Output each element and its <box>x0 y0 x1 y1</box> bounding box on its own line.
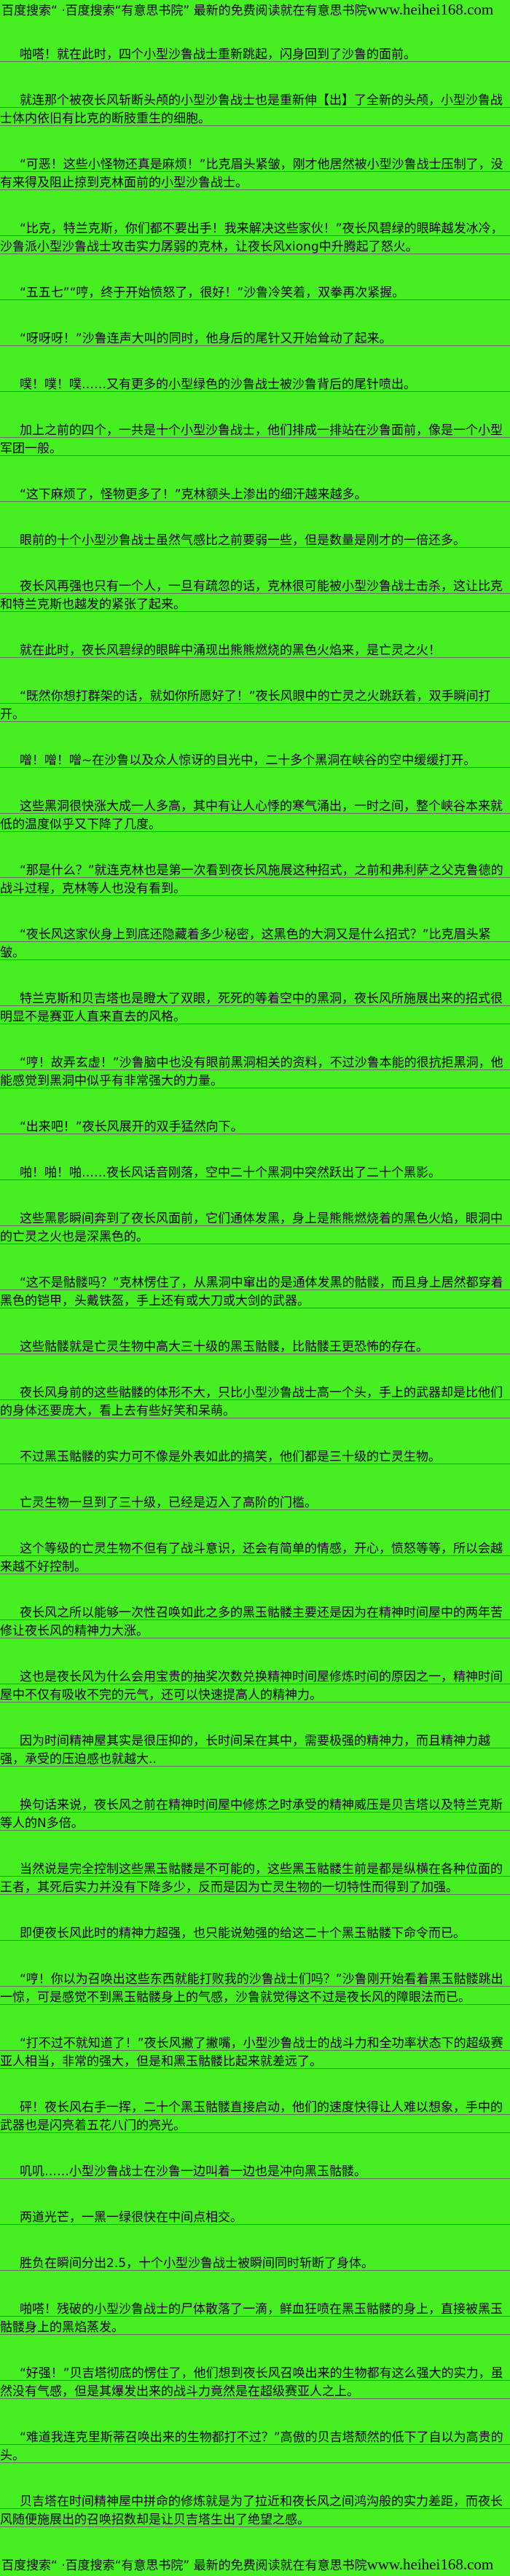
novel-paragraph: 这些骷髅就是亡灵生物中高大三十级的黑玉骷髅，比骷髅王更恐怖的存在。 <box>0 1338 510 1356</box>
novel-paragraph: 就在此时，夜长风碧绿的眼眸中涌现出熊熊燃烧的黑色火焰来，是亡灵之火！ <box>0 642 510 660</box>
novel-paragraph: 啪嗒！就在此时，四个小型沙鲁战士重新跳起，闪身回到了沙鲁的面前。 <box>0 46 510 64</box>
novel-paragraph: “难道我连克里斯蒂召唤出来的生物都打不过？”高傲的贝吉塔颓然的低下了自以为高贵的… <box>0 2429 510 2465</box>
novel-paragraph: “夜长风这家伙身上到底还隐藏着多少秘密，这黑色的大洞又是什么招式？”比克眉头紧皱… <box>0 926 510 962</box>
novel-paragraph: 胜负在瞬间分出2.5，十个小型沙鲁战士被瞬间同时斩断了身体。 <box>0 2255 510 2273</box>
novel-paragraph: “比克，特兰克斯，你们都不要出手！我来解决这些家伙！”夜长风碧绿的眼眸越发冰冷，… <box>0 220 510 256</box>
novel-paragraph: 眼前的十个小型沙鲁战士虽然气感比之前要弱一些，但是数量是刚才的一倍还多。 <box>0 532 510 550</box>
novel-paragraph: 夜长风身前的这些骷髅的体形不大，只比小型沙鲁战士高一个头，手上的武器却是比他们的… <box>0 1384 510 1421</box>
novel-paragraph: 亡灵生物一旦到了三十级，已经是迈入了高阶的门槛。 <box>0 1494 510 1512</box>
novel-paragraph: 噗！噗！噗……又有更多的小型绿色的沙鲁战士被沙鲁背后的尾针喷出。 <box>0 376 510 394</box>
promo-header: 百度搜索“ ·百度搜索“有意思书院” 最新的免费阅读就在有意思书院www.hei… <box>0 0 510 19</box>
site-url: www.heihei168.com <box>366 2556 494 2573</box>
novel-paragraph: “这不是骷髅吗？”克林愣住了，从黑洞中窜出的是通体发黑的骷髅，而且身上居然都穿着… <box>0 1274 510 1311</box>
novel-paragraph: 加上之前的四个，一共是十个小型沙鲁战士，他们排成一排站在沙鲁面前，像是一个小型军… <box>0 422 510 458</box>
novel-paragraph: 因为时间精神屋其实是很压抑的，长时间呆在其中，需要极强的精神力，而且精神力越强，… <box>0 1732 510 1769</box>
novel-paragraph: 不过黑玉骷髅的实力可不像是外表如此的搞笑，他们都是三十级的亡灵生物。 <box>0 1448 510 1466</box>
novel-paragraph: 这些黑影瞬间奔到了夜长风面前，它们通体发黑，身上是熊熊燃烧着的黑色火焰，眼洞中的… <box>0 1210 510 1246</box>
promo-footer: 百度搜索“ ·百度搜索“有意思书院” 最新的免费阅读就在有意思书院www.hei… <box>0 2557 510 2576</box>
novel-paragraph: “可恶！这些小怪物还真是麻烦！”比克眉头紧皱，刚才他居然被小型沙鲁战士压制了，没… <box>0 156 510 192</box>
novel-paragraph: 噌！噌！噌~在沙鲁以及众人惊讶的目光中，二十多个黑洞在峡谷的空中缓缓打开。 <box>0 752 510 770</box>
novel-paragraph: 当然说是完全控制这些黑玉骷髅是不可能的，这些黑玉骷髅生前是都是纵横在各种位面的王… <box>0 1861 510 1897</box>
novel-paragraph: 即便夜长风此时的精神力超强，也只能说勉强的给这二十个黑玉骷髅下命令而已。 <box>0 1925 510 1943</box>
novel-paragraph: 这个等级的亡灵生物不但有了战斗意识，还会有简单的情感，开心，愤怒等等，所以会越来… <box>0 1540 510 1576</box>
novel-paragraph: “哼！你以为召唤出这些东西就能打败我的沙鲁战士们吗？”沙鲁刚开始看着黑玉骷髅跳出… <box>0 1971 510 2007</box>
novel-paragraph: “呀呀呀！”沙鲁连声大叫的同时，他身后的尾针又开始耸动了起来。 <box>0 330 510 348</box>
novel-paragraph: 砰！夜长风右手一挥，二十个黑玉骷髅直接启动，他们的速度快得让人难以想象，手中的武… <box>0 2099 510 2135</box>
novel-paragraph: 特兰克斯和贝吉塔也是瞪大了双眼，死死的等着空中的黑洞，夜长风所施展出来的招式很明… <box>0 990 510 1026</box>
novel-paragraph: 夜长风之所以能够一次性召唤如此之多的黑玉骷髅主要还是因为在精神时间屋中的两年苦修… <box>0 1604 510 1641</box>
promo-footer-text: 百度搜索“ ·百度搜索“有意思书院” 最新的免费阅读就在有意思书院 <box>1 2559 367 2573</box>
site-url: www.heihei168.com <box>366 1 494 18</box>
novel-paragraph: 啪嗒！残破的小型沙鲁战士的尸体散落了一滴，鲜血狂喷在黑玉骷髅的身上，直接被黑玉骷… <box>0 2301 510 2337</box>
novel-paragraph: 啪！啪！啪……夜长风话音刚落，空中二十个黑洞中突然跃出了二十个黑影。 <box>0 1164 510 1182</box>
novel-paragraph: 叽叽……小型沙鲁战士在沙鲁一边叫着一边也是冲向黑玉骷髅。 <box>0 2163 510 2181</box>
novel-paragraph: “出来吧！”夜长风展开的双手猛然向下。 <box>0 1118 510 1136</box>
promo-header-text: 百度搜索“ ·百度搜索“有意思书院” 最新的免费阅读就在有意思书院 <box>1 4 367 18</box>
novel-paragraph: 两道光芒，一黑一绿很快在中间点相交。 <box>0 2209 510 2227</box>
novel-paragraph: “那是什么？”就连克林也是第一次看到夜长风施展这种招式，之前和弗利萨之父克鲁德的… <box>0 862 510 898</box>
novel-paragraph: 换句话来说，夜长风之前在精神时间屋中修炼之时承受的精神威压是贝吉塔以及特兰克斯等… <box>0 1796 510 1833</box>
novel-paragraph: “既然你想打群架的话，就如你所愿好了！”夜长风眼中的亡灵之火跳跃着，双手瞬间打开… <box>0 688 510 724</box>
novel-paragraph: “这下麻烦了，怪物更多了！”克林额头上渗出的细汗越来越多。 <box>0 486 510 504</box>
novel-paragraph: 就连那个被夜长风斩断头颅的小型沙鲁战士也是重新伸【出】了全新的头颅，小型沙鲁战士… <box>0 92 510 128</box>
novel-paragraph: 这也是夜长风为什么会用宝贵的抽奖次数兑换精神时间屋修炼时间的原因之一，精神时间屋… <box>0 1668 510 1705</box>
novel-paragraph: “好强！”贝吉塔彻底的愣住了，他们想到夜长风召唤出来的生物都有这么强大的实力，虽… <box>0 2365 510 2401</box>
novel-paragraph: “五五七”“哼，终于开始愤怒了，很好！”沙鲁冷笑着，双拳再次紧握。 <box>0 284 510 302</box>
novel-paragraph: 夜长风再强也只有一个人，一旦有疏忽的话，克林很可能被小型沙鲁战士击杀，这让比克和… <box>0 578 510 614</box>
novel-paragraph: 这些黑洞很快涨大成一人多高，其中有让人心悸的寒气涌出，一时之间，整个峡谷本来就低… <box>0 798 510 834</box>
novel-content: 啪嗒！就在此时，四个小型沙鲁战士重新跳起，闪身回到了沙鲁的面前。就连那个被夜长风… <box>0 46 510 2529</box>
novel-paragraph: “打不过不就知道了！”夜长风撇了撇嘴，小型沙鲁战士的战斗力和全功率状态下的超级赛… <box>0 2035 510 2071</box>
novel-paragraph: “哼！故弄玄虚！”沙鲁脑中也没有眼前黑洞相关的资料，不过沙鲁本能的很抗拒黑洞，他… <box>0 1054 510 1091</box>
novel-paragraph: 贝吉塔在时间精神屋中拼命的修炼就是为了拉近和夜长风之间鸿沟般的实力差距，而夜长风… <box>0 2493 510 2529</box>
